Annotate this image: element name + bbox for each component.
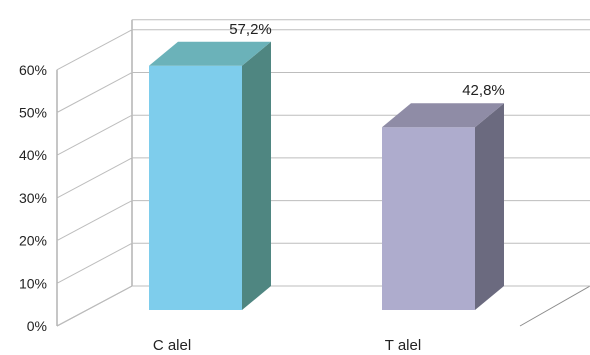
bars <box>149 42 504 310</box>
y-tick-label: 0% <box>27 318 47 334</box>
bar-front <box>149 66 242 310</box>
bar-front <box>382 127 475 310</box>
x-category-label: C alel <box>153 337 191 354</box>
gridline <box>57 286 590 326</box>
x-axis-labels: C alel T alel <box>153 337 421 354</box>
gridline <box>57 201 590 241</box>
gridlines <box>57 20 590 326</box>
y-tick-label: 40% <box>19 147 47 163</box>
y-tick-label: 50% <box>19 105 47 121</box>
y-tick-label: 10% <box>19 275 47 291</box>
gridline <box>57 30 590 70</box>
chart-walls <box>57 20 590 326</box>
data-label: 42,8% <box>462 82 505 99</box>
bar-side <box>475 103 504 310</box>
gridline <box>57 243 590 283</box>
gridline <box>57 115 590 155</box>
chart-floor <box>57 286 590 326</box>
data-label: 57,2% <box>229 21 272 38</box>
y-axis-ticks: 0% 10% 20% 30% 40% 50% 60% <box>19 62 47 334</box>
gridline <box>57 158 590 198</box>
y-tick-label: 30% <box>19 190 47 206</box>
y-tick-label: 20% <box>19 233 47 249</box>
bar-side <box>242 42 271 310</box>
y-tick-label: 60% <box>19 62 47 78</box>
x-category-label: T alel <box>385 337 421 354</box>
gridline <box>57 73 590 113</box>
